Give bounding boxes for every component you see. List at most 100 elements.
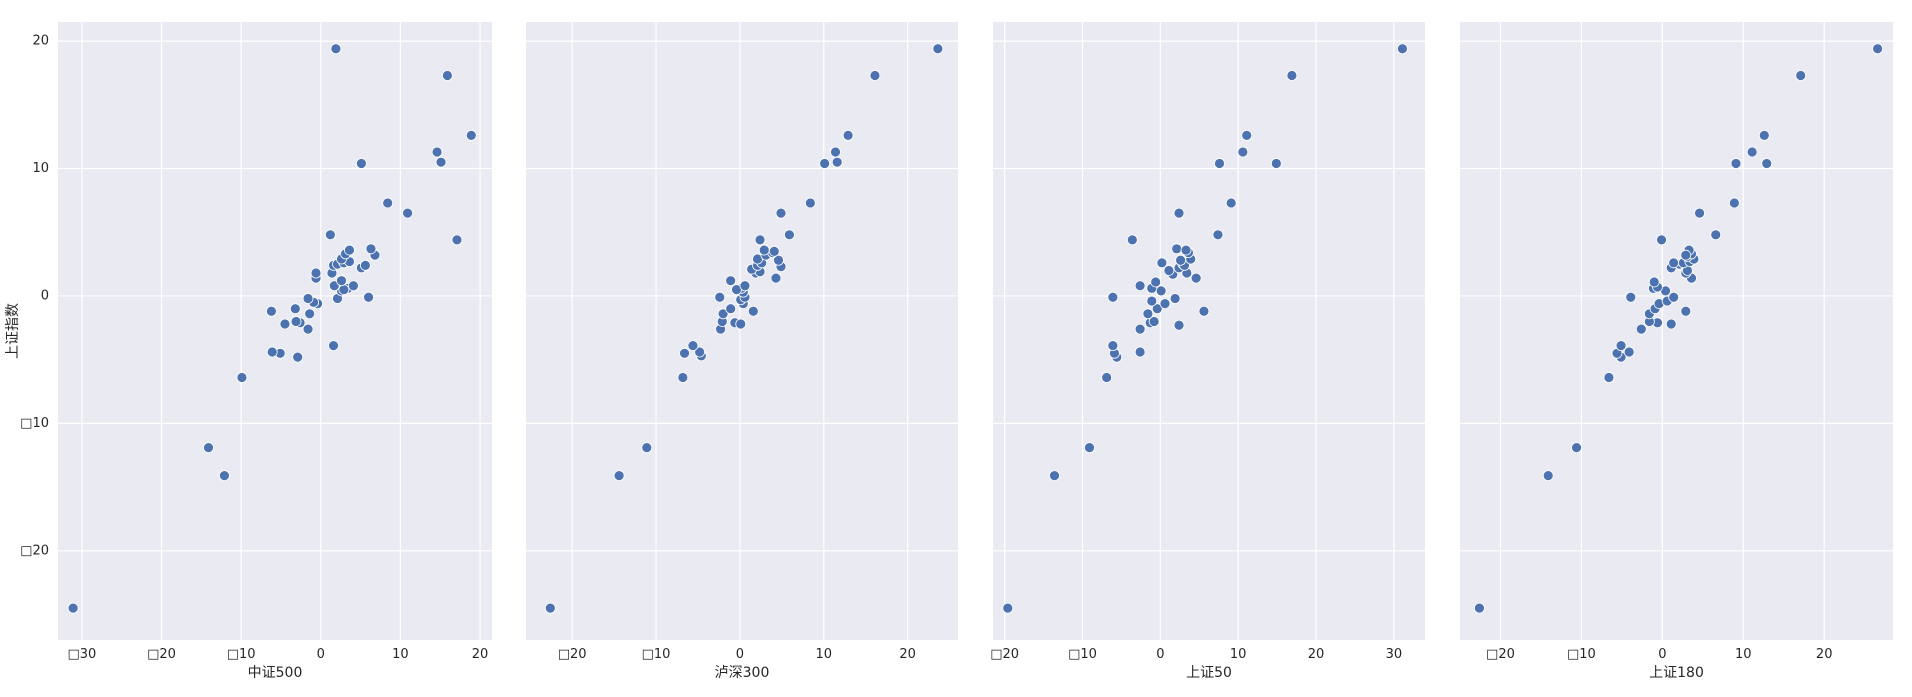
data-point bbox=[290, 316, 302, 327]
data-point bbox=[1603, 372, 1615, 383]
data-point bbox=[1171, 243, 1183, 255]
data-point bbox=[338, 284, 350, 295]
data-point bbox=[356, 158, 367, 169]
plot-background bbox=[58, 22, 492, 640]
data-point bbox=[1872, 43, 1884, 55]
data-point bbox=[725, 275, 737, 287]
x-tick-label: 10 bbox=[816, 647, 833, 662]
data-point bbox=[1156, 257, 1168, 269]
data-point bbox=[758, 244, 770, 256]
x-tick-label: 20 bbox=[472, 647, 489, 662]
data-point bbox=[302, 293, 314, 304]
x-tick-label: □20 bbox=[558, 647, 587, 662]
data-point bbox=[1397, 43, 1408, 55]
x-axis-label: 上证180 bbox=[1649, 665, 1704, 681]
data-point bbox=[725, 303, 737, 315]
data-point bbox=[1049, 470, 1060, 482]
data-point bbox=[641, 442, 653, 453]
data-point bbox=[1241, 130, 1253, 141]
data-point bbox=[1615, 340, 1627, 352]
data-point bbox=[1107, 340, 1119, 352]
data-point bbox=[830, 146, 841, 158]
data-point bbox=[714, 291, 726, 303]
data-point bbox=[831, 156, 843, 168]
data-point bbox=[1746, 146, 1758, 158]
data-point bbox=[266, 305, 277, 317]
x-tick-label: □20 bbox=[1486, 647, 1515, 662]
data-point bbox=[1728, 197, 1740, 209]
x-tick-label: □10 bbox=[642, 647, 671, 662]
data-point bbox=[363, 291, 374, 303]
x-tick-label: 10 bbox=[392, 647, 409, 662]
data-point bbox=[1795, 70, 1807, 81]
data-point bbox=[203, 442, 214, 453]
data-point bbox=[1169, 293, 1181, 304]
x-tick-label: 0 bbox=[1156, 647, 1164, 662]
data-point bbox=[279, 318, 291, 330]
data-point bbox=[442, 70, 453, 81]
y-tick-label: 0 bbox=[41, 288, 49, 303]
data-point bbox=[1134, 346, 1146, 358]
data-point bbox=[1212, 229, 1224, 241]
data-point bbox=[613, 470, 625, 482]
data-point bbox=[544, 602, 556, 614]
data-point bbox=[1150, 276, 1162, 288]
plot-background bbox=[526, 22, 958, 640]
x-tick-label: □10 bbox=[1068, 647, 1097, 662]
data-point bbox=[1151, 303, 1163, 315]
data-point bbox=[1625, 291, 1637, 303]
plot-background bbox=[1460, 22, 1893, 640]
data-point bbox=[465, 130, 477, 141]
data-point bbox=[359, 259, 371, 271]
data-point bbox=[1225, 197, 1237, 209]
data-point bbox=[344, 244, 355, 256]
y-tick-label: □10 bbox=[20, 416, 49, 431]
panel-2: □20 □10 0 10 20 泸深300 bbox=[526, 22, 958, 681]
data-point bbox=[330, 43, 342, 55]
data-point bbox=[435, 156, 447, 168]
data-point bbox=[1680, 249, 1692, 261]
data-point bbox=[1668, 257, 1680, 269]
data-point bbox=[819, 158, 831, 169]
data-point bbox=[1134, 280, 1146, 292]
x-tick-label: 0 bbox=[736, 647, 744, 662]
x-tick-label: 10 bbox=[1735, 647, 1752, 662]
data-point bbox=[783, 229, 795, 241]
data-point bbox=[1190, 272, 1202, 284]
data-point bbox=[1680, 305, 1692, 317]
x-tick-label: 20 bbox=[1816, 647, 1833, 662]
x-tick-label: 20 bbox=[899, 647, 916, 662]
data-point bbox=[1101, 372, 1113, 383]
data-point bbox=[1198, 305, 1210, 317]
y-tick-label: □20 bbox=[20, 543, 49, 558]
data-point bbox=[773, 254, 784, 266]
data-point bbox=[1656, 234, 1667, 246]
data-point bbox=[1730, 158, 1742, 169]
x-axis-label: 中证500 bbox=[248, 665, 303, 681]
data-point bbox=[1214, 158, 1225, 169]
data-point bbox=[219, 470, 230, 482]
data-point bbox=[1761, 158, 1773, 169]
data-point bbox=[1148, 316, 1160, 327]
data-point bbox=[1694, 207, 1705, 219]
data-point bbox=[1542, 470, 1554, 482]
data-point bbox=[1758, 130, 1770, 141]
data-point bbox=[842, 130, 854, 141]
data-point bbox=[365, 243, 377, 255]
data-point bbox=[1237, 146, 1249, 158]
data-point bbox=[770, 272, 782, 284]
x-tick-label: 20 bbox=[1308, 647, 1325, 662]
data-point bbox=[1635, 323, 1647, 335]
data-point bbox=[747, 305, 759, 317]
data-point bbox=[1286, 70, 1298, 81]
data-point bbox=[67, 602, 79, 614]
data-point bbox=[869, 70, 881, 81]
panel-4: □20 □10 0 10 20 上证180 bbox=[1460, 22, 1893, 681]
data-point bbox=[292, 351, 304, 363]
y-tick-label: 10 bbox=[32, 161, 49, 176]
data-point bbox=[1159, 298, 1171, 310]
data-point bbox=[1084, 442, 1095, 453]
data-point bbox=[804, 197, 816, 209]
data-point bbox=[289, 303, 301, 315]
